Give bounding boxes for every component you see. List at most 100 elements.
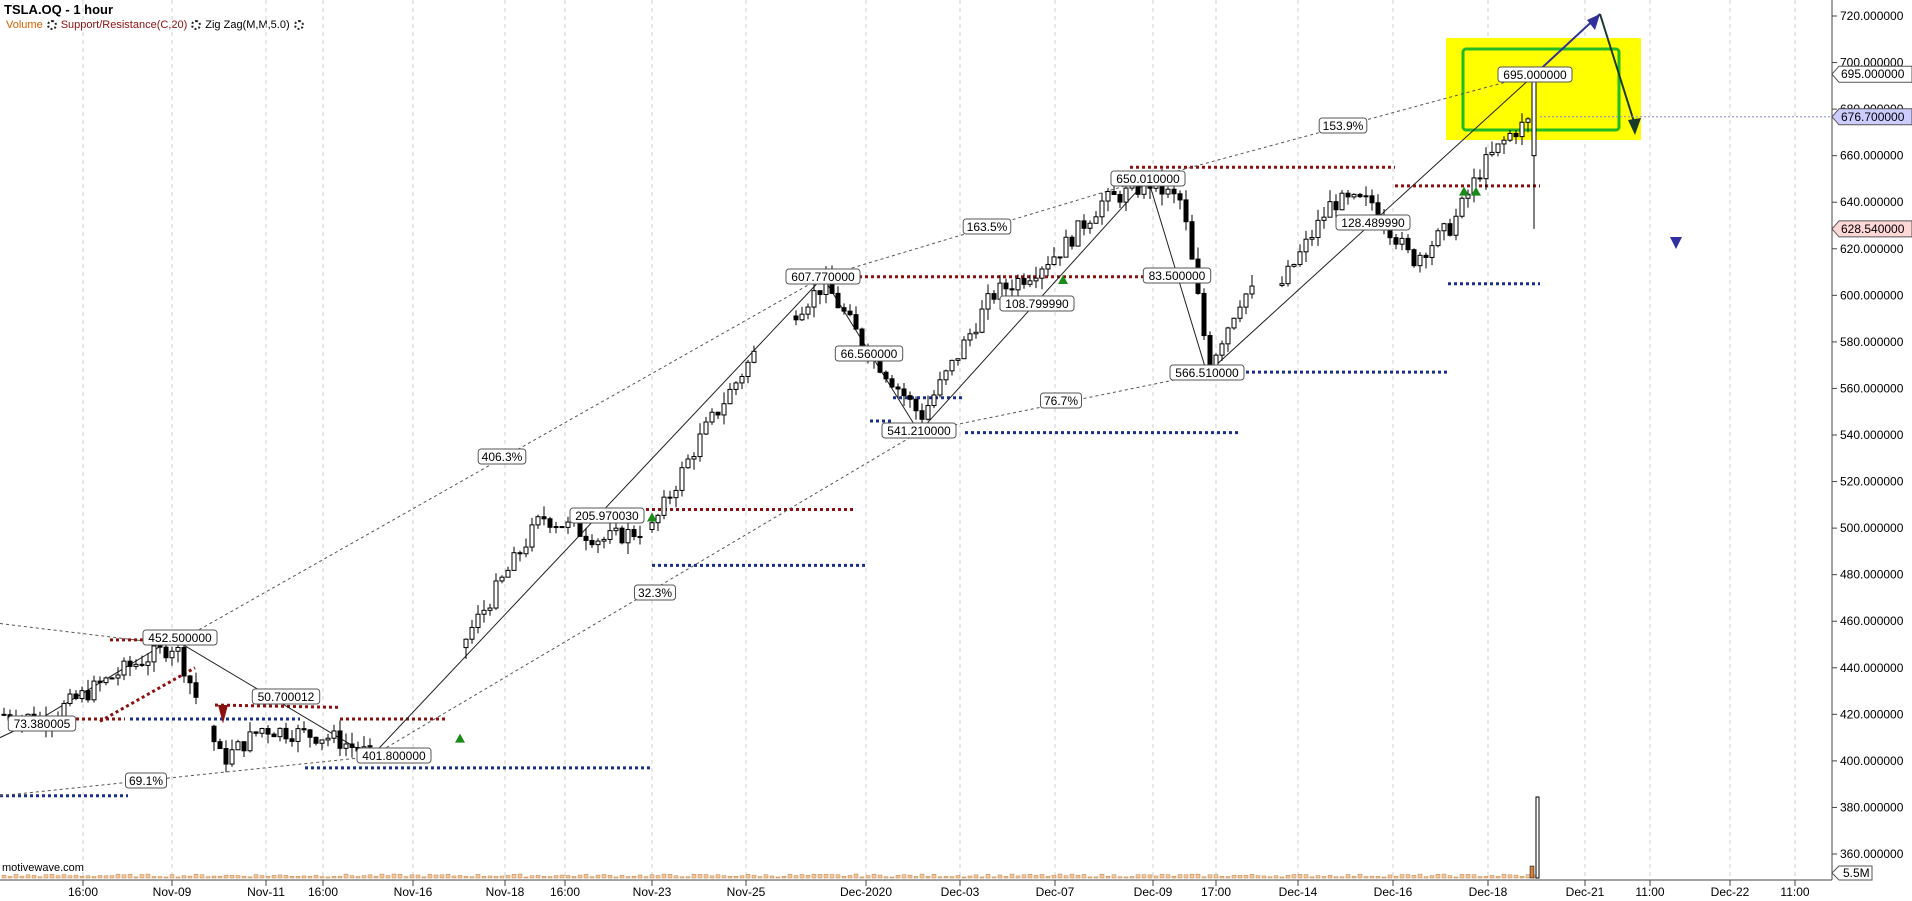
volume-bar [751,874,757,879]
volume-bar [1045,875,1051,879]
gear-icon[interactable] [293,20,304,30]
candle-body [1243,293,1249,308]
volume-bar [1501,874,1507,879]
candle-body [985,293,991,310]
candle-body [541,516,547,520]
candle-body [331,730,337,739]
percent-label-box [962,218,1012,235]
candle-body [847,310,853,316]
x-tick-label: Nov-16 [394,885,433,899]
volume-bar [1213,874,1219,879]
volume-bar [1327,874,1333,879]
candle-body [979,308,985,333]
candle-body [889,378,895,388]
candle-body [133,663,139,667]
volume-bar [1303,874,1309,879]
candle-body [811,290,817,308]
candle-body [991,293,997,300]
candle-body [601,538,607,542]
volume-bar [1069,873,1075,879]
candle-body [67,693,73,705]
support-resistance-label[interactable]: Support/Resistance(C,20) [60,19,188,31]
volume-bar [907,874,913,879]
volume-label[interactable]: Volume [6,19,43,31]
volume-bar [25,874,31,879]
x-tick-label: Nov-09 [153,885,192,899]
candle-body [1489,151,1495,156]
candle-body [1315,219,1321,239]
volume-bar [1087,876,1093,879]
volume-bar [649,874,655,879]
y-tick-label: 420.000000 [1840,707,1904,721]
candle-body [61,703,67,717]
volume-bar [379,873,385,879]
candle-body [163,646,169,659]
volume-bar [1507,874,1513,879]
volume-bar [445,874,451,879]
candle-body [1495,143,1501,153]
volume-bar [181,875,187,879]
volume-bar [1417,873,1423,879]
volume-bar [1177,874,1183,879]
candle-body [955,358,961,361]
x-tick-label: 11:00 [1780,885,1809,899]
volume-bar [619,874,625,879]
candle-body [661,496,667,516]
zigzag-label[interactable]: Zig Zag(M,M,5.0) [205,19,290,31]
volume-bar [1231,875,1237,879]
volume-bar [1063,875,1069,879]
candle-body [1333,201,1339,211]
candle-body [217,741,223,750]
volume-bar [1135,874,1141,879]
volume-bar [1495,875,1501,879]
y-tick-label: 480.000000 [1840,568,1904,582]
volume-bar [253,874,259,879]
volume-bar [247,876,253,879]
candle-body [817,290,823,296]
volume-bar [1273,875,1279,879]
candle-body [193,682,199,698]
volume-bar [583,873,589,879]
volume-bar [199,874,205,879]
candle-body [1477,177,1483,180]
candle-body [1,713,7,716]
volume-bar [1237,875,1243,879]
x-tick-label: 16:00 [68,885,98,899]
candle-body [247,731,253,752]
candle-body [1225,327,1231,345]
candle-body [145,661,151,666]
source-watermark: motivewave.com [2,862,84,874]
candle-body [211,725,217,743]
candle-body [937,379,943,396]
candle-body [577,520,583,537]
candle-body [565,521,571,528]
gear-icon[interactable] [191,20,202,30]
volume-bar [709,875,715,879]
price-badge: 628.540000 [1841,222,1905,236]
candle-body [1393,237,1399,245]
candle-body [949,359,955,372]
candle-body [1027,280,1033,285]
pivot-label-box [834,345,904,362]
volume-bar [1405,874,1411,879]
volume-bar [667,874,673,879]
candle-body [295,728,301,742]
projection-marker [1670,237,1682,249]
candle-body [187,675,193,684]
gear-icon[interactable] [46,20,57,30]
candle-body [1291,263,1297,267]
volume-bar [187,875,193,879]
volume-bar [1183,874,1189,879]
volume-bar [859,876,865,879]
volume-bar [925,876,931,879]
volume-bar [1447,875,1453,879]
candle-body [703,421,709,435]
volume-bar [1057,873,1063,879]
volume-bar [571,876,577,879]
volume-bar [901,874,907,879]
volume-bar [415,874,421,879]
volume-bar [55,875,61,879]
volume-bar [871,873,877,879]
candle-body [631,529,637,537]
